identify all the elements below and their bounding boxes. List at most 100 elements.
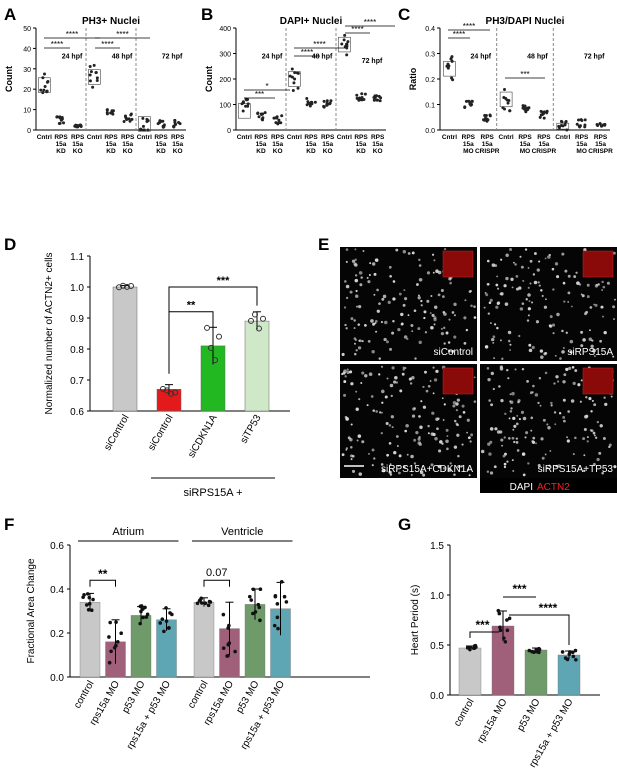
nucleus-dot bbox=[374, 258, 379, 262]
group-label: 72 hpf bbox=[162, 54, 183, 61]
nucleus-dot bbox=[583, 469, 586, 472]
y-tick-label: 20 bbox=[23, 87, 31, 94]
data-point bbox=[261, 112, 265, 116]
nucleus-dot bbox=[461, 404, 465, 408]
data-point bbox=[87, 602, 92, 606]
nucleus-dot bbox=[574, 369, 578, 372]
data-point bbox=[313, 100, 317, 104]
nucleus-dot bbox=[392, 297, 396, 301]
data-point bbox=[450, 59, 454, 63]
data-point bbox=[84, 603, 89, 607]
nucleus-dot bbox=[422, 385, 425, 389]
group-label: 24 hpf bbox=[62, 54, 83, 61]
nucleus-dot bbox=[371, 448, 375, 452]
nucleus-dot bbox=[449, 278, 452, 281]
nucleus-dot bbox=[379, 411, 382, 414]
nucleus-dot bbox=[399, 389, 403, 393]
nucleus-dot bbox=[522, 279, 525, 282]
nucleus-dot bbox=[473, 376, 476, 379]
x-tick-label: p53 MO bbox=[234, 679, 261, 715]
data-point bbox=[82, 593, 86, 597]
nucleus-dot bbox=[602, 315, 604, 318]
data-point bbox=[216, 333, 222, 340]
nucleus-dot bbox=[538, 260, 541, 263]
data-point bbox=[372, 98, 376, 102]
x-tick-label: 15a bbox=[520, 141, 531, 148]
nucleus-dot bbox=[362, 250, 365, 252]
actn2-inset bbox=[582, 250, 614, 278]
x-tick-label: 15a bbox=[463, 141, 474, 148]
x-tick-label: 15a bbox=[122, 141, 133, 148]
data-point bbox=[308, 104, 312, 108]
bar bbox=[79, 602, 101, 678]
nucleus-dot bbox=[555, 464, 558, 468]
significance-label: **** bbox=[101, 40, 113, 49]
data-point bbox=[142, 128, 146, 132]
data-point bbox=[342, 38, 346, 42]
data-point bbox=[580, 118, 584, 122]
nucleus-dot bbox=[409, 377, 413, 381]
y-tick-label: 0.2 bbox=[50, 629, 64, 640]
y-tick-label: 1.0 bbox=[430, 591, 444, 602]
x-tick-label: Cntrl bbox=[442, 134, 457, 141]
nucleus-dot bbox=[345, 448, 348, 451]
nucleus-dot bbox=[470, 433, 474, 437]
nucleus-dot bbox=[420, 400, 423, 403]
data-point bbox=[164, 619, 169, 623]
nucleus-dot bbox=[512, 428, 515, 431]
nucleus-dot bbox=[498, 385, 501, 388]
nucleus-dot bbox=[455, 422, 458, 426]
data-point bbox=[114, 643, 118, 648]
nucleus-dot bbox=[417, 437, 421, 441]
nucleus-dot bbox=[506, 460, 509, 463]
nucleus-dot bbox=[535, 320, 540, 324]
nucleus-dot bbox=[531, 301, 533, 304]
nucleus-dot bbox=[583, 428, 587, 432]
nucleus-dot bbox=[376, 288, 379, 292]
nucleus-dot bbox=[398, 292, 402, 296]
nucleus-dot bbox=[490, 403, 494, 407]
x-tick-label: siControl bbox=[102, 413, 131, 453]
nucleus-dot bbox=[355, 407, 359, 411]
actn2-inset bbox=[442, 250, 474, 278]
data-point bbox=[378, 99, 382, 103]
nucleus-dot bbox=[378, 357, 381, 360]
nucleus-dot bbox=[404, 429, 408, 433]
nucleus-dot bbox=[398, 471, 401, 475]
nucleus-dot bbox=[367, 280, 371, 284]
data-point bbox=[241, 100, 245, 104]
nucleus-dot bbox=[448, 468, 452, 472]
x-tick-label: KD bbox=[256, 148, 266, 155]
data-point bbox=[279, 580, 284, 584]
x-tick-label: RPS bbox=[304, 134, 318, 141]
data-point bbox=[449, 57, 453, 61]
nucleus-dot bbox=[355, 305, 359, 308]
data-point bbox=[530, 649, 534, 654]
significance-label: *** bbox=[520, 70, 529, 79]
nucleus-dot bbox=[357, 346, 362, 350]
nucleus-dot bbox=[580, 330, 584, 334]
nucleus-dot bbox=[526, 380, 529, 383]
nucleus-dot bbox=[504, 302, 509, 306]
y-axis-label: Fractional Area Change bbox=[26, 558, 37, 664]
nucleus-dot bbox=[510, 277, 514, 281]
x-tick-label: RPS bbox=[54, 134, 68, 141]
nucleus-dot bbox=[369, 262, 372, 265]
nucleus-dot bbox=[358, 271, 363, 275]
micrograph-label: siRPS15A bbox=[567, 347, 613, 358]
nucleus-dot bbox=[435, 369, 439, 374]
data-point bbox=[325, 103, 329, 107]
nucleus-dot bbox=[563, 282, 566, 285]
nucleus-dot bbox=[446, 447, 449, 451]
x-tick-label: 15a bbox=[306, 141, 317, 148]
data-point bbox=[346, 40, 350, 44]
data-point bbox=[158, 621, 163, 625]
nucleus-dot bbox=[533, 252, 537, 255]
nucleus-dot bbox=[518, 418, 521, 421]
nucleus-dot bbox=[561, 252, 565, 256]
data-point bbox=[469, 103, 473, 107]
nucleus-dot bbox=[499, 430, 503, 434]
nucleus-dot bbox=[592, 348, 596, 353]
x-tick-label: 15a bbox=[482, 141, 493, 148]
nucleus-dot bbox=[534, 393, 539, 397]
